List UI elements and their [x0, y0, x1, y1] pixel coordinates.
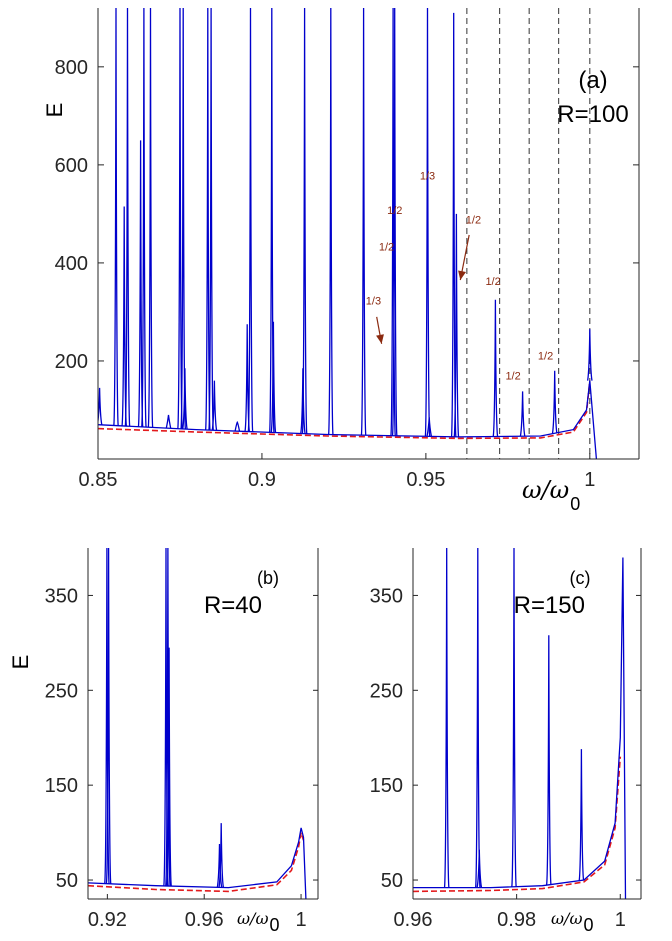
x-tick-label: 1: [584, 469, 595, 491]
x-tick-label: 1: [295, 909, 306, 931]
peak-1: [105, 548, 112, 884]
y-tick-label: 150: [45, 775, 78, 797]
y-tick-label: 150: [370, 775, 403, 797]
peak-14: [234, 421, 241, 432]
series-red-dashed: [98, 380, 591, 440]
peak-3: [511, 548, 517, 887]
x-tick-label: 0.96: [185, 909, 224, 931]
peak-28: [453, 213, 460, 438]
panel-annotation: R=40: [204, 592, 262, 619]
x-tick-label: 0.98: [497, 909, 536, 931]
peak-1: [113, 8, 119, 426]
peak-29: [492, 299, 499, 437]
y-tick-label: 50: [56, 870, 78, 892]
series-blue: [413, 557, 627, 899]
peak-13: [211, 380, 218, 431]
y-axis-label: E: [42, 103, 67, 118]
resonance-label: 1/2: [538, 350, 553, 362]
y-axis-label: E: [8, 655, 33, 670]
y-tick-label: 400: [55, 253, 88, 275]
peak-3: [165, 548, 171, 887]
peak-30: [519, 391, 526, 437]
x-axis-label-subscript: 0: [583, 915, 593, 935]
peak-4: [545, 635, 552, 886]
peak-23: [390, 8, 396, 436]
resonance-label: 1/2: [466, 215, 481, 227]
peak-0: [104, 548, 110, 884]
x-axis-label: ω/ω: [551, 909, 582, 928]
panel-letter: (b): [257, 568, 279, 588]
resonance-label: 1/2: [505, 371, 520, 383]
peak-9: [180, 8, 187, 430]
peak-18: [270, 321, 277, 433]
peak-2: [476, 849, 483, 888]
peak-12: [208, 8, 214, 431]
peak-31: [551, 370, 558, 434]
plot-area: [413, 548, 627, 899]
peak-7: [165, 414, 172, 429]
y-tick-label: 250: [45, 680, 78, 702]
peak-5: [578, 749, 585, 881]
y-tick-label: 200: [55, 351, 88, 373]
plot-area: [88, 548, 307, 899]
y-tick-label: 250: [370, 680, 403, 702]
peak-21: [327, 8, 334, 435]
y-tick-label: 350: [370, 585, 403, 607]
x-tick-label: 0.85: [79, 469, 118, 491]
peak-6: [147, 8, 154, 428]
y-tick-label: 50: [381, 870, 403, 892]
series-red-dashed: [413, 756, 622, 893]
series-blue: [88, 827, 307, 899]
x-axis-label: ω/ω: [237, 909, 268, 928]
panel-annotation: R=150: [514, 592, 585, 619]
peak-4: [166, 647, 172, 887]
resonance-label: 1/2: [485, 276, 500, 288]
peak-2: [163, 548, 169, 887]
x-tick-label: 0.96: [394, 909, 433, 931]
resonance-label: 1/3: [366, 296, 381, 308]
resonance-label: 1/2: [379, 242, 394, 254]
peak-26: [426, 417, 433, 437]
resonance-label: 1/3: [420, 171, 435, 183]
series-red-dashed: [88, 832, 305, 893]
panel-letter: (a): [578, 67, 607, 94]
plot-area: [98, 8, 598, 459]
y-tick-label: 800: [55, 57, 88, 79]
x-axis-label-subscript: 0: [570, 494, 580, 514]
peak-16: [247, 8, 254, 432]
peak-32: [586, 329, 593, 381]
y-tick-label: 600: [55, 155, 88, 177]
peak-20: [301, 8, 308, 434]
peak-1: [474, 548, 481, 888]
peak-5: [141, 8, 147, 428]
peak-6: [218, 823, 225, 888]
panel-annotation: R=100: [557, 101, 628, 128]
x-tick-label: 0.92: [88, 909, 127, 931]
resonance-label: 1/2: [387, 205, 402, 217]
panel-letter: (c): [570, 568, 591, 588]
peak-11: [204, 8, 211, 431]
peak-3: [124, 8, 131, 427]
panel-a: 0.85 0.9 0.95 1 200 400 600 800 Eω/ω 0 (a) R=100 1/3…: [42, 8, 640, 514]
x-tick-label: 1: [615, 909, 626, 931]
y-tick-label: 350: [45, 585, 78, 607]
peak-25: [424, 8, 431, 437]
peak-5: [216, 843, 223, 888]
peak-22: [360, 8, 367, 436]
x-tick-label: 0.9: [248, 469, 276, 491]
x-axis-label: ω/ω: [522, 476, 569, 504]
peak-24: [391, 8, 398, 436]
x-axis-label-subscript: 0: [269, 915, 279, 935]
series-blue: [98, 380, 598, 459]
x-tick-label: 0.95: [406, 469, 445, 491]
arrow-head: [376, 334, 384, 344]
peak-10: [182, 368, 188, 430]
peak-0: [443, 548, 450, 888]
arrow-head: [458, 270, 466, 281]
